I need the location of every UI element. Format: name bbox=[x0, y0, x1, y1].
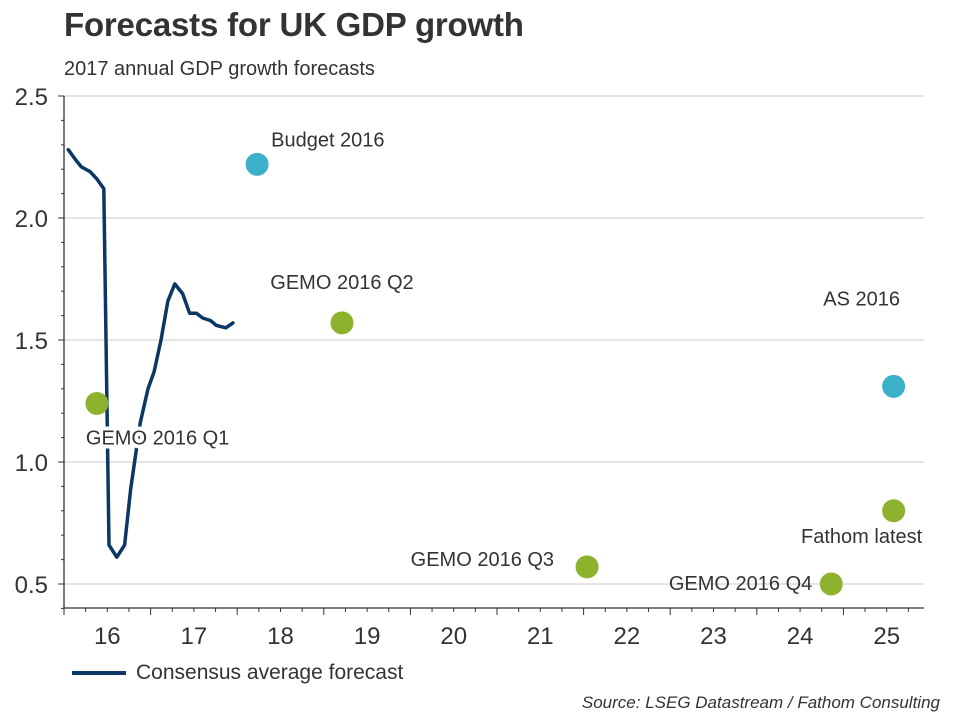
y-tick-label: 2.0 bbox=[15, 206, 48, 233]
y-tick-label: 1.5 bbox=[15, 328, 48, 355]
x-tick-label: 17 bbox=[181, 623, 208, 650]
x-tick-label: 21 bbox=[527, 623, 554, 650]
chart-subtitle: 2017 annual GDP growth forecasts bbox=[64, 58, 375, 80]
annotation-as-2016: AS 2016 bbox=[823, 288, 900, 310]
point-budget-2016 bbox=[245, 152, 269, 176]
series-layer bbox=[66, 147, 235, 559]
x-tick-label: 20 bbox=[440, 623, 467, 650]
x-tick-label: 24 bbox=[787, 623, 814, 650]
annotation-gemo-2016-q1: GEMO 2016 Q1 bbox=[86, 427, 229, 449]
axes: 0.5 1.0 1.5 2.0 2.5 16 17 18 19 20 21 22 23 24 25 bbox=[15, 84, 924, 650]
point-fathom-latest bbox=[882, 499, 906, 523]
legend-line-swatch bbox=[72, 671, 126, 675]
chart-title: Forecasts for UK GDP growth bbox=[64, 6, 524, 43]
point-as-2016 bbox=[882, 374, 906, 398]
point-gemo-2016-q1 bbox=[85, 391, 109, 415]
y-tick-label: 1.0 bbox=[15, 450, 48, 477]
x-tick-label: 22 bbox=[614, 623, 641, 650]
annotation-gemo-2016-q2: GEMO 2016 Q2 bbox=[270, 272, 413, 294]
annotation-fathom-latest: Fathom latest bbox=[801, 526, 923, 548]
x-tick-label: 25 bbox=[873, 623, 900, 650]
y-tick-label: 2.5 bbox=[15, 84, 48, 111]
point-gemo-2016-q3 bbox=[575, 555, 599, 579]
point-gemo-2016-q4 bbox=[819, 572, 843, 596]
x-tick-label: 18 bbox=[267, 623, 294, 650]
x-tick-label: 23 bbox=[700, 623, 727, 650]
annotation-gemo-2016-q4: GEMO 2016 Q4 bbox=[669, 573, 812, 595]
legend: Consensus average forecast bbox=[72, 661, 403, 685]
point-gemo-2016-q2 bbox=[330, 311, 354, 335]
source-note: Source: LSEG Datastream / Fathom Consult… bbox=[581, 693, 940, 712]
legend-label: Consensus average forecast bbox=[136, 661, 404, 684]
y-tick-label: 0.5 bbox=[15, 572, 48, 599]
annotation-halo: GEMO 2016 Q1 bbox=[86, 427, 229, 449]
x-tick-label: 16 bbox=[94, 623, 121, 650]
annotation-budget-2016: Budget 2016 bbox=[271, 129, 384, 151]
gridlines bbox=[64, 95, 924, 585]
annotation-gemo-2016-q3: GEMO 2016 Q3 bbox=[411, 549, 554, 571]
x-tick-label: 19 bbox=[354, 623, 381, 650]
series-line-consensus bbox=[66, 147, 235, 559]
